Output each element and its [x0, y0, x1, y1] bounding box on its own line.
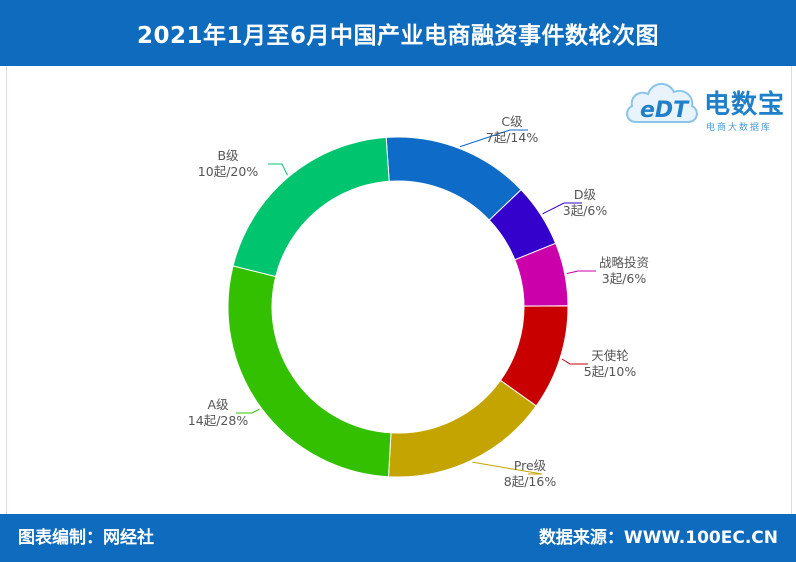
- header-bar: 2021年1月至6月中国产业电商融资事件数轮次图: [0, 0, 796, 66]
- logo-brand-text: 电数宝: [704, 90, 786, 120]
- leader-line-5: [472, 461, 543, 475]
- chart-title: 2021年1月至6月中国产业电商融资事件数轮次图: [136, 23, 660, 49]
- leader-line-1: [460, 129, 528, 148]
- leader-line-6: [236, 408, 260, 414]
- slice-name-label-6: A级: [207, 397, 229, 412]
- donut-slice-7: [232, 136, 390, 278]
- donut-slice-6: [227, 265, 392, 478]
- footer-bar: 图表编制：网经社 数据来源：WWW.100EC.CN: [0, 514, 796, 562]
- slice-value-label-5: 8起/16%: [504, 474, 557, 489]
- slice-name-label-7: B级: [217, 148, 239, 163]
- donut-slices: [227, 136, 569, 478]
- leader-line-4: [561, 358, 588, 365]
- leader-line-3: [566, 270, 596, 275]
- slice-value-label-2: 3起/6%: [563, 203, 608, 218]
- footer-source: 数据来源：WWW.100EC.CN: [538, 528, 778, 548]
- slice-name-label-5: Pre级: [514, 458, 547, 473]
- slice-name-label-1: C级: [501, 114, 523, 129]
- leader-lines: [236, 129, 596, 475]
- donut-slice-1: [385, 136, 522, 221]
- logo-subtitle: 电商大数据库: [706, 123, 773, 133]
- cloud-logo-icon: eDT: [626, 83, 698, 123]
- leader-line-7: [268, 163, 288, 176]
- slice-value-label-4: 5起/10%: [584, 364, 637, 379]
- slice-name-label-3: 战略投资: [599, 255, 649, 270]
- logo-mark-text: eDT: [640, 98, 690, 123]
- slice-value-label-1: 7起/14%: [486, 130, 539, 145]
- brand-logo: eDT 电数宝 电商大数据库: [622, 70, 792, 136]
- leader-line-2: [542, 202, 582, 215]
- slice-value-label-3: 3起/6%: [602, 271, 647, 286]
- slice-value-label-7: 10起/20%: [198, 164, 259, 179]
- slice-value-label-6: 14起/28%: [188, 413, 249, 428]
- slice-name-label-4: 天使轮: [591, 348, 629, 363]
- footer-credit: 图表编制：网经社: [18, 528, 154, 548]
- slice-labels: C级7起/14%D级3起/6%战略投资3起/6%天使轮5起/10%Pre级8起/…: [188, 114, 649, 489]
- slice-name-label-2: D级: [574, 187, 597, 202]
